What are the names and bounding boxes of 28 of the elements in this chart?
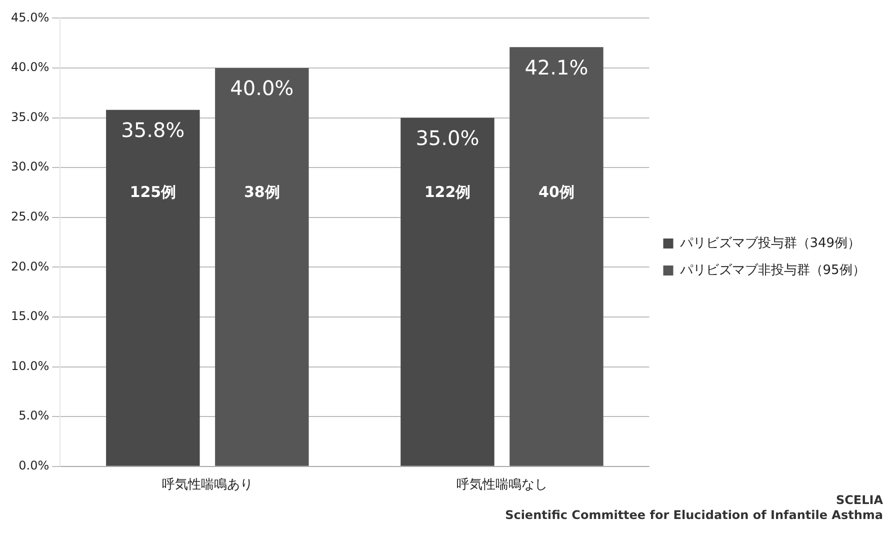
annotation: 40例 bbox=[538, 182, 574, 201]
y-tick-label: 45.0% bbox=[10, 10, 50, 24]
x-tick-label: 呼気性喘鳴なし bbox=[456, 478, 548, 493]
legend-label: パリビズマブ非投与群（95例） bbox=[678, 262, 866, 278]
y-tick-label: 15.0% bbox=[10, 309, 50, 324]
bar bbox=[215, 68, 309, 466]
y-tick-label: 30.0% bbox=[10, 160, 50, 174]
annotation: 38例 bbox=[244, 182, 280, 201]
y-tick-label: 25.0% bbox=[10, 210, 50, 224]
y-tick-label: 10.0% bbox=[10, 358, 50, 373]
bar bbox=[400, 118, 494, 466]
legend-label: パリビズマブ投与群（349例） bbox=[678, 236, 861, 251]
y-tick-label: 35.0% bbox=[10, 110, 50, 124]
x-tick-label: 呼気性喘鳴あり bbox=[162, 478, 253, 493]
bar bbox=[510, 47, 604, 466]
text: Scientific Committee for Elucidation of Infantile Asthma bbox=[505, 508, 883, 522]
data-label: 40.0% bbox=[230, 76, 294, 100]
data-label: 42.1% bbox=[524, 55, 588, 80]
data-label: 35.8% bbox=[121, 118, 185, 142]
annotation: 125例 bbox=[130, 182, 176, 201]
annotation: 122例 bbox=[424, 182, 471, 201]
bar bbox=[106, 110, 200, 466]
y-tick-label: 40.0% bbox=[10, 60, 50, 74]
data-label: 35.0% bbox=[416, 126, 480, 150]
y-tick-label: 0.0% bbox=[18, 458, 50, 473]
y-tick-label: 20.0% bbox=[10, 259, 50, 274]
y-tick-label: 5.0% bbox=[18, 408, 50, 423]
text: SCELIA bbox=[836, 493, 884, 508]
